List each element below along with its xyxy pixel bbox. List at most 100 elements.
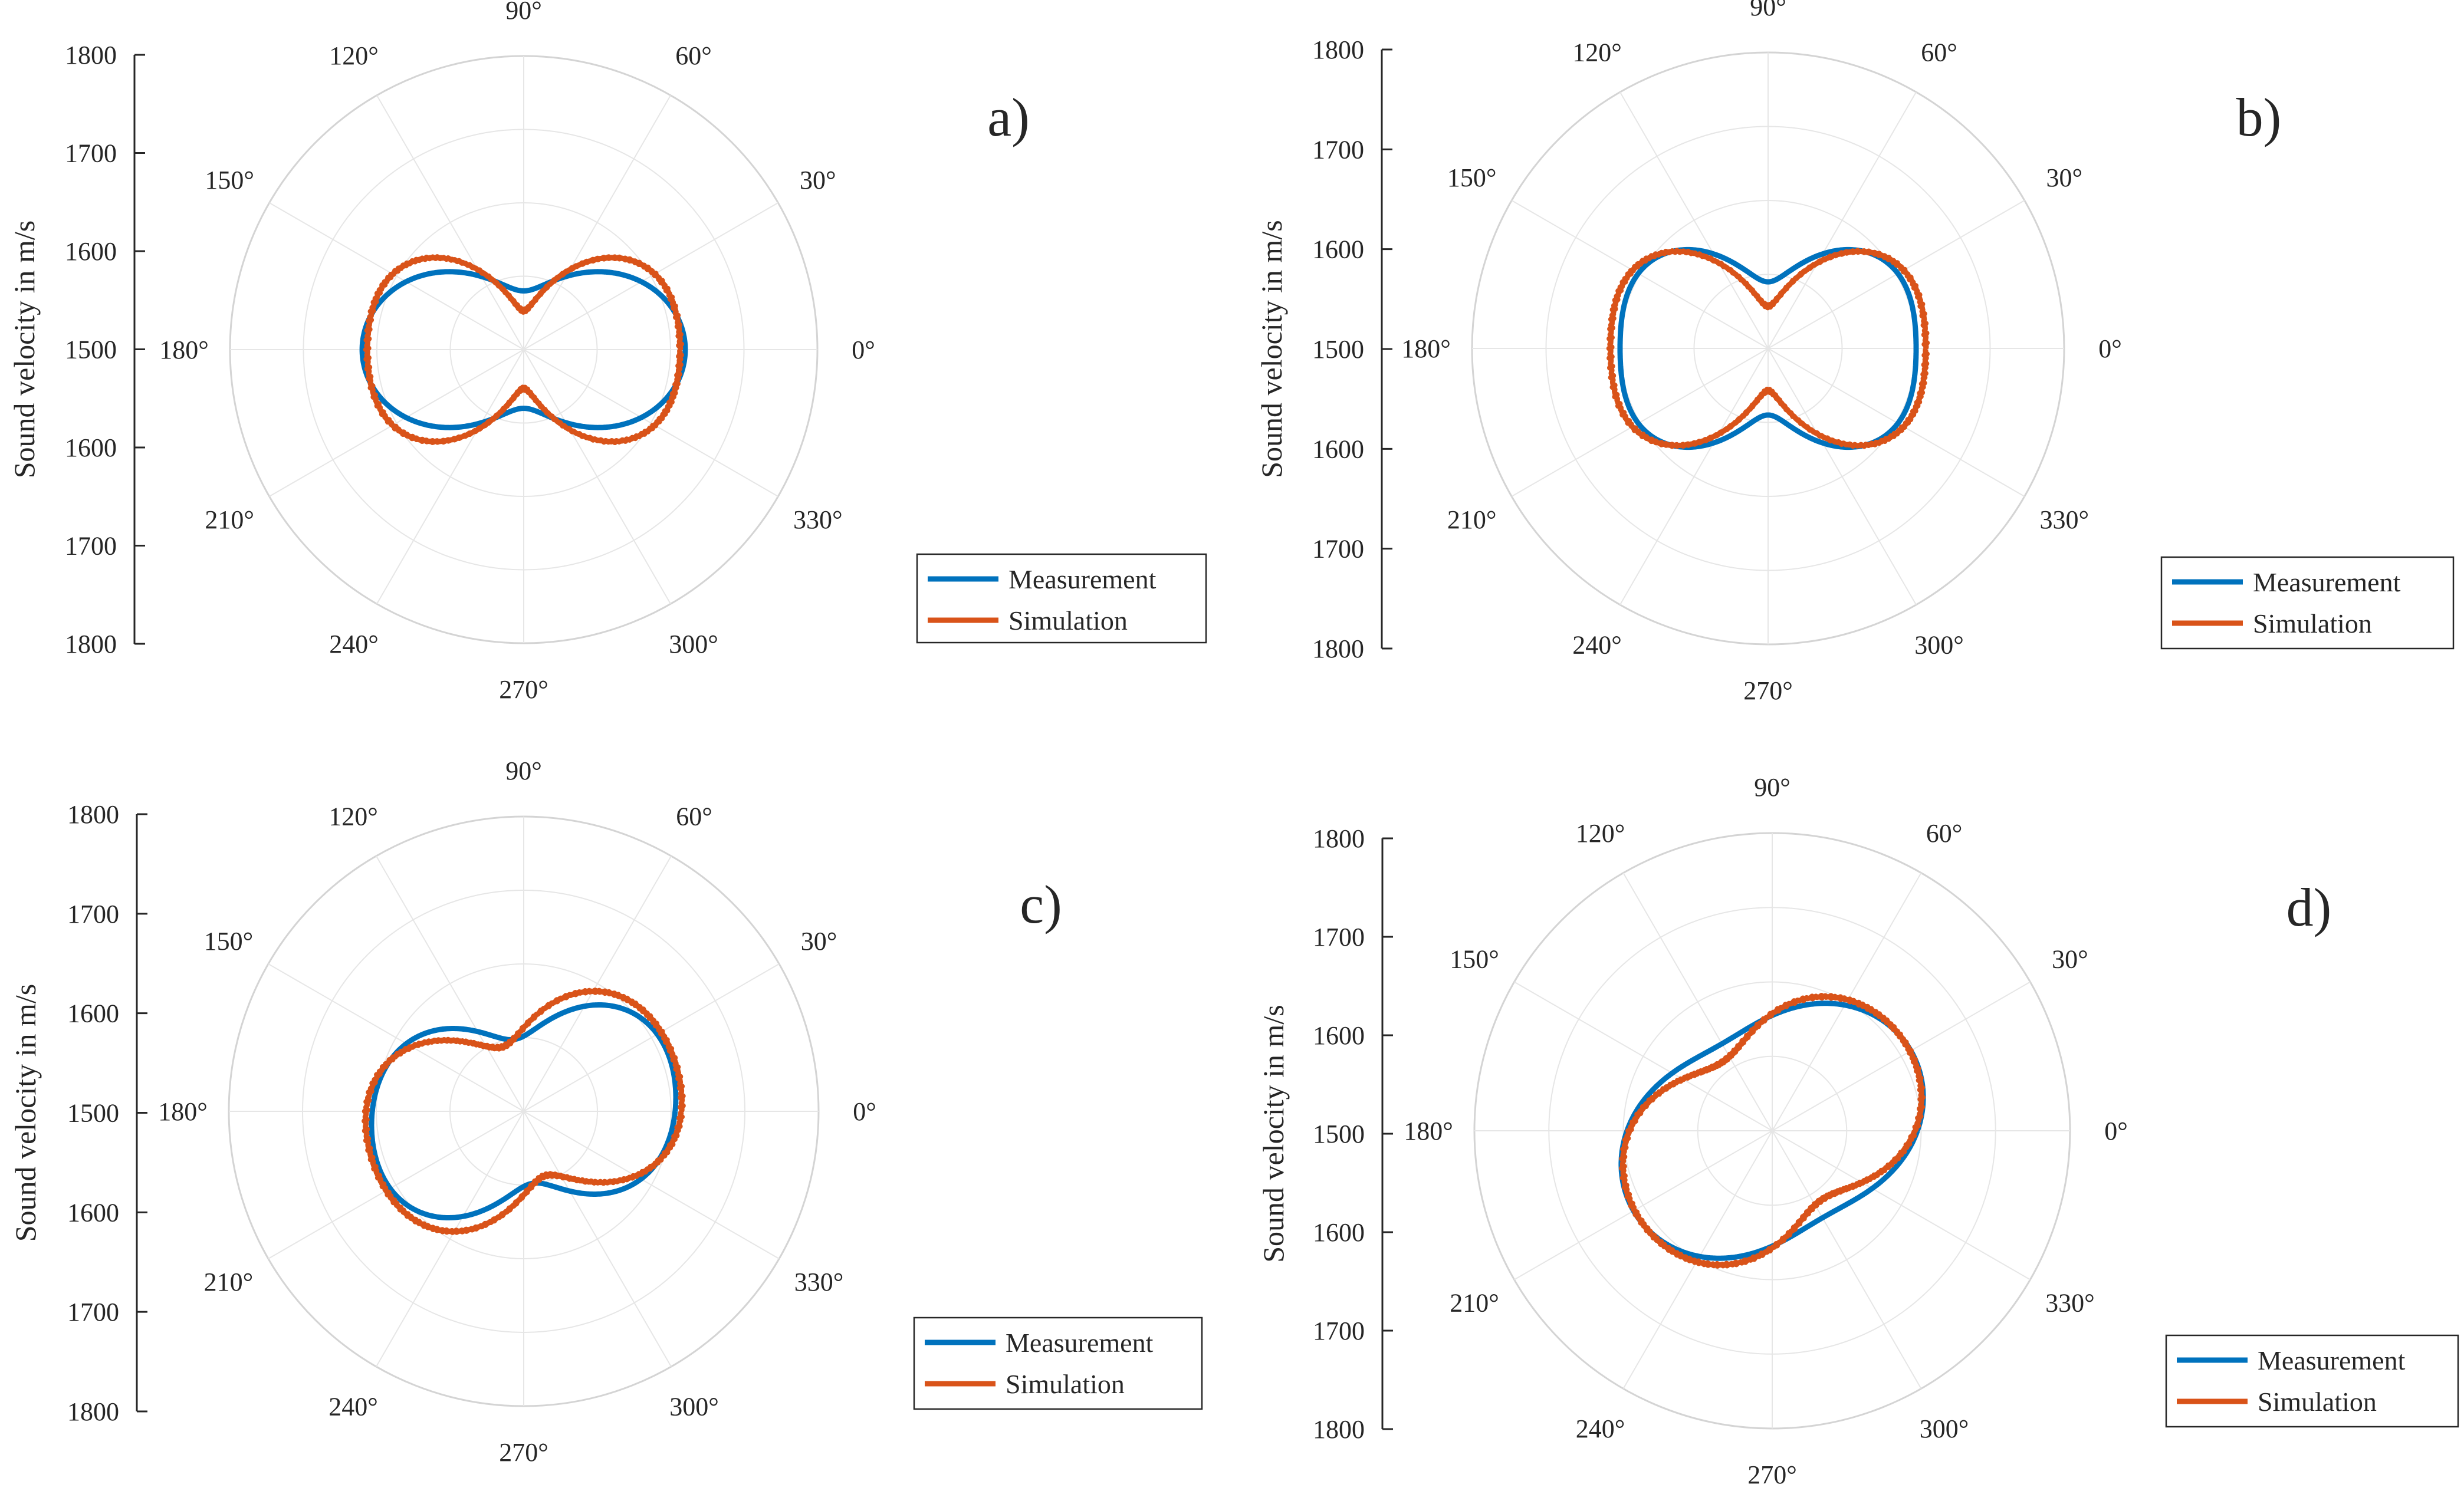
y-tick-label: 1500 bbox=[67, 1099, 119, 1128]
angle-label: 270° bbox=[499, 1438, 548, 1467]
legend-label-measurement: Measurement bbox=[2258, 1345, 2406, 1375]
grid-spoke bbox=[523, 1111, 780, 1259]
angle-label: 60° bbox=[1926, 819, 1963, 848]
angle-label: 30° bbox=[801, 927, 837, 956]
angle-label: 300° bbox=[669, 1393, 719, 1421]
angle-label: 0° bbox=[853, 1097, 876, 1126]
grid-spoke bbox=[523, 95, 671, 350]
y-tick-label: 1600 bbox=[1312, 235, 1364, 264]
measurement-series-line bbox=[359, 269, 688, 430]
grid-spoke bbox=[523, 349, 671, 604]
angle-label: 240° bbox=[1572, 630, 1622, 659]
grid-spoke bbox=[268, 1111, 524, 1259]
angle-label: 30° bbox=[800, 166, 836, 195]
legend-box bbox=[2160, 556, 2455, 650]
legend-label-simulation: Simulation bbox=[2253, 608, 2372, 638]
y-tick-label: 1600 bbox=[67, 999, 119, 1028]
legend-box bbox=[916, 553, 1207, 644]
angle-label: 270° bbox=[1747, 1460, 1797, 1488]
simulation-series-line bbox=[1606, 248, 1930, 449]
grid-spoke bbox=[1619, 348, 1769, 605]
grid-spoke bbox=[1767, 91, 1917, 349]
angle-label: 150° bbox=[1447, 163, 1497, 192]
legend: Measurement Simulation bbox=[913, 1316, 1203, 1410]
angle-label: 90° bbox=[505, 0, 542, 25]
grid-spoke bbox=[523, 855, 672, 1112]
panel-label: b) bbox=[2236, 87, 2282, 147]
angle-label: 210° bbox=[1447, 505, 1497, 534]
grid-spoke bbox=[523, 963, 780, 1112]
measurement-series-line bbox=[1617, 246, 1919, 450]
chart-panel-1: 0° 30° 60° 90° 120° 150° 180° 210° 240° 270° 300° 3… bbox=[8, 0, 1207, 704]
angle-label: 330° bbox=[793, 505, 843, 534]
angle-label: 150° bbox=[1450, 945, 1499, 974]
y-tick-label: 1800 bbox=[67, 1397, 119, 1426]
y-tick-label: 1500 bbox=[1313, 1120, 1365, 1148]
y-tick-label: 1800 bbox=[65, 630, 117, 659]
angle-label: 180° bbox=[158, 1097, 208, 1126]
legend: Measurement Simulation bbox=[916, 553, 1207, 644]
angle-label: 240° bbox=[1576, 1414, 1625, 1443]
y-tick-label: 1700 bbox=[1312, 535, 1364, 564]
angle-label: 0° bbox=[852, 335, 875, 364]
y-tick-label: 1600 bbox=[1313, 1218, 1365, 1247]
angle-label: 240° bbox=[328, 1393, 378, 1421]
y-tick-label: 1700 bbox=[67, 900, 119, 929]
grid-spoke bbox=[523, 1111, 672, 1367]
grid-spoke bbox=[1619, 91, 1769, 349]
angle-label: 150° bbox=[204, 927, 254, 956]
y-tick-label: 1700 bbox=[65, 139, 117, 168]
legend-box bbox=[913, 1316, 1203, 1410]
y-tick-label: 1800 bbox=[1312, 35, 1364, 64]
angle-label: 300° bbox=[1920, 1414, 1969, 1443]
y-tick-label: 1800 bbox=[1313, 824, 1365, 853]
chart-panel-3: 0° 30° 60° 90° 120° 150° 180° 210° 240° 270° 300° 3… bbox=[9, 756, 1203, 1467]
grid-spoke bbox=[523, 202, 778, 350]
legend: Measurement Simulation bbox=[2160, 556, 2455, 650]
angle-label: 90° bbox=[505, 756, 542, 785]
angle-label: 210° bbox=[1450, 1289, 1499, 1318]
grid-spoke bbox=[1772, 1130, 1922, 1389]
y-tick-label: 1800 bbox=[1313, 1415, 1365, 1444]
grid-spoke bbox=[1514, 981, 1773, 1131]
y-tick-label: 1600 bbox=[65, 237, 117, 266]
y-axis-label: Sound velocity in m/s bbox=[8, 220, 41, 479]
angle-label: 30° bbox=[2046, 163, 2082, 192]
angle-label: 210° bbox=[205, 505, 254, 534]
angle-label: 150° bbox=[205, 166, 254, 195]
legend-label-measurement: Measurement bbox=[1008, 564, 1157, 594]
y-tick-label: 1800 bbox=[1312, 634, 1364, 663]
y-tick-label: 1600 bbox=[1312, 435, 1364, 463]
grid-spoke bbox=[376, 855, 524, 1112]
angle-label: 30° bbox=[2052, 945, 2088, 974]
grid-spoke bbox=[268, 963, 524, 1112]
simulation-series-line bbox=[1619, 993, 1926, 1269]
angle-label: 330° bbox=[2039, 505, 2089, 534]
chart-panel-2: 0° 30° 60° 90° 120° 150° 180° 210° 240° 270° 300° 3… bbox=[1255, 0, 2455, 705]
y-axis-label: Sound velocity in m/s bbox=[1255, 220, 1288, 478]
angle-label: 300° bbox=[669, 630, 718, 659]
legend-label-measurement: Measurement bbox=[1006, 1328, 1154, 1358]
angle-label: 270° bbox=[1743, 676, 1793, 705]
panel-label: a) bbox=[987, 87, 1029, 147]
grid-spoke bbox=[1772, 1130, 2031, 1281]
grid-spoke bbox=[376, 349, 524, 604]
grid-spoke bbox=[376, 95, 524, 350]
y-tick-label: 1600 bbox=[1313, 1021, 1365, 1050]
angle-label: 0° bbox=[2098, 334, 2122, 363]
grid-spoke bbox=[523, 349, 778, 497]
angle-label: 210° bbox=[204, 1268, 254, 1296]
legend-box bbox=[2165, 1334, 2459, 1428]
y-tick-label: 1800 bbox=[67, 800, 119, 829]
y-axis-label: Sound velocity in m/s bbox=[9, 984, 42, 1242]
legend: Measurement Simulation bbox=[2165, 1334, 2459, 1428]
angle-label: 330° bbox=[794, 1268, 844, 1296]
y-tick-label: 1600 bbox=[67, 1198, 119, 1227]
y-tick-label: 1800 bbox=[65, 41, 117, 70]
y-tick-label: 1500 bbox=[1312, 335, 1364, 364]
angle-label: 300° bbox=[1914, 630, 1964, 659]
angle-label: 240° bbox=[329, 630, 379, 659]
angle-label: 90° bbox=[1750, 0, 1786, 21]
